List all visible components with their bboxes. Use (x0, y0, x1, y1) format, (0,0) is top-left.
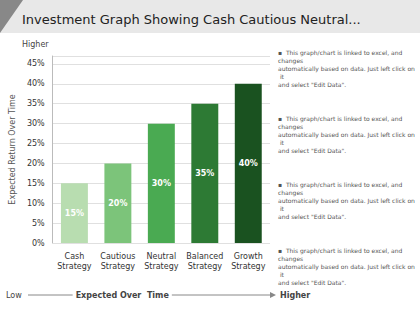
svg-text:35%: 35% (27, 99, 45, 108)
svg-text:changes: changes (278, 123, 303, 131)
svg-text:▪ This graph/chart is linked: ▪ This graph/chart is linked to excel, a… (278, 49, 404, 57)
svg-text:Strategy: Strategy (188, 262, 223, 271)
svg-text:Low: Low (6, 291, 22, 300)
svg-text:25%: 25% (27, 139, 45, 148)
svg-text:it: it (278, 205, 285, 212)
svg-text:40%: 40% (239, 159, 258, 168)
svg-text:10%: 10% (27, 199, 45, 208)
svg-text:Cash: Cash (65, 252, 85, 261)
svg-text:40%: 40% (27, 79, 45, 88)
svg-text:Strategy: Strategy (101, 262, 136, 271)
svg-text:changes: changes (278, 57, 303, 65)
svg-text:Higher: Higher (22, 40, 49, 49)
svg-text:▪ This graph/chart is linked: ▪ This graph/chart is linked to excel, a… (278, 181, 404, 189)
svg-text:automatically based on data. J: automatically based on data. Just left c… (278, 131, 415, 139)
svg-text:it: it (278, 271, 285, 278)
svg-text:5%: 5% (32, 219, 45, 228)
svg-text:it: it (278, 139, 285, 146)
svg-text:Strategy: Strategy (231, 262, 266, 271)
svg-text:Higher: Higher (280, 291, 310, 300)
svg-text:and select "Edit Data".: and select "Edit Data". (278, 81, 346, 88)
svg-text:changes: changes (278, 189, 303, 197)
svg-text:▪ This graph/chart is linked: ▪ This graph/chart is linked to excel, a… (278, 247, 404, 255)
svg-text:automatically based on data. J: automatically based on data. Just left c… (278, 197, 415, 205)
svg-text:Neutral: Neutral (147, 252, 177, 261)
svg-text:and select "Edit Data".: and select "Edit Data". (278, 213, 346, 220)
svg-text:20%: 20% (27, 159, 45, 168)
svg-text:45%: 45% (27, 59, 45, 68)
svg-text:Expected Over Time: Expected Over Time (76, 291, 170, 300)
svg-text:15%: 15% (65, 209, 84, 218)
svg-text:30%: 30% (27, 119, 45, 128)
svg-text:it: it (278, 73, 285, 80)
svg-text:automatically based on data. J: automatically based on data. Just left c… (278, 65, 415, 73)
svg-text:changes: changes (278, 255, 303, 263)
svg-text:0%: 0% (32, 239, 45, 248)
svg-text:35%: 35% (195, 169, 214, 178)
svg-text:20%: 20% (108, 199, 127, 208)
svg-text:automatically based on data. J: automatically based on data. Just left c… (278, 263, 415, 271)
svg-text:▪ This graph/chart is linked: ▪ This graph/chart is linked to excel, a… (278, 115, 404, 123)
svg-text:Strategy: Strategy (57, 262, 92, 271)
svg-text:Expected Return Over Time: Expected Return Over Time (8, 94, 17, 204)
svg-text:and select "Edit Data".: and select "Edit Data". (278, 147, 346, 154)
svg-text:Investment Graph Showing Cash: Investment Graph Showing Cash Cautious N… (22, 12, 361, 27)
svg-text:Cautious: Cautious (100, 252, 135, 261)
svg-text:Balanced: Balanced (186, 252, 223, 261)
svg-text:15%: 15% (27, 179, 45, 188)
svg-text:Growth: Growth (234, 252, 263, 261)
svg-text:and select "Edit Data".: and select "Edit Data". (278, 279, 346, 286)
svg-text:30%: 30% (152, 179, 171, 188)
svg-text:Strategy: Strategy (144, 262, 179, 271)
